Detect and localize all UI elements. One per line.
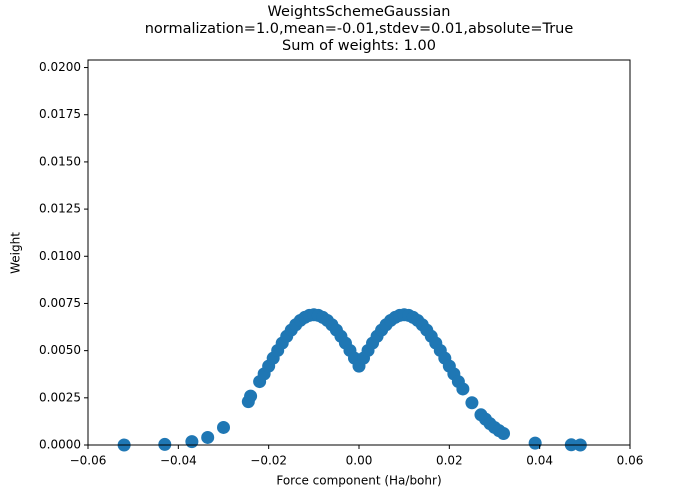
y-tick-label: 0.0050 (39, 343, 81, 357)
y-tick-label: 0.0025 (39, 390, 81, 404)
y-tick-label: 0.0125 (39, 202, 81, 216)
chart-subtitle: Sum of weights: 1.00 (282, 38, 436, 54)
chart-title: WeightsSchemeGaussian (268, 4, 451, 20)
x-tick-label: 0.06 (617, 454, 644, 468)
y-axis-label: Weight (9, 232, 23, 274)
data-point (456, 382, 470, 396)
x-tick-label: 0.02 (436, 454, 463, 468)
y-tick-label: 0.0075 (39, 296, 81, 310)
data-point (201, 430, 215, 444)
y-tick-label: 0.0000 (39, 438, 81, 452)
data-point (158, 437, 172, 451)
x-tick-label: −0.02 (250, 454, 287, 468)
y-tick-label: 0.0150 (39, 154, 81, 168)
x-axis-label: Force component (Ha/bohr) (276, 474, 441, 488)
y-tick-label: 0.0100 (39, 249, 81, 263)
data-point (185, 435, 199, 449)
x-tick-label: 0.00 (346, 454, 373, 468)
plot-frame (87, 59, 631, 446)
chart-subtitle: normalization=1.0,mean=-0.01,stdev=0.01,… (145, 21, 574, 37)
data-point (465, 396, 479, 410)
data-point (217, 420, 230, 434)
data-point (497, 426, 511, 440)
y-tick-label: 0.0175 (39, 107, 81, 121)
data-point (528, 436, 542, 450)
x-tick-label: 0.04 (526, 454, 553, 468)
x-tick-label: −0.06 (70, 454, 107, 468)
data-point (244, 389, 258, 403)
y-tick-label: 0.0200 (39, 60, 81, 74)
x-tick-label: −0.04 (160, 454, 197, 468)
